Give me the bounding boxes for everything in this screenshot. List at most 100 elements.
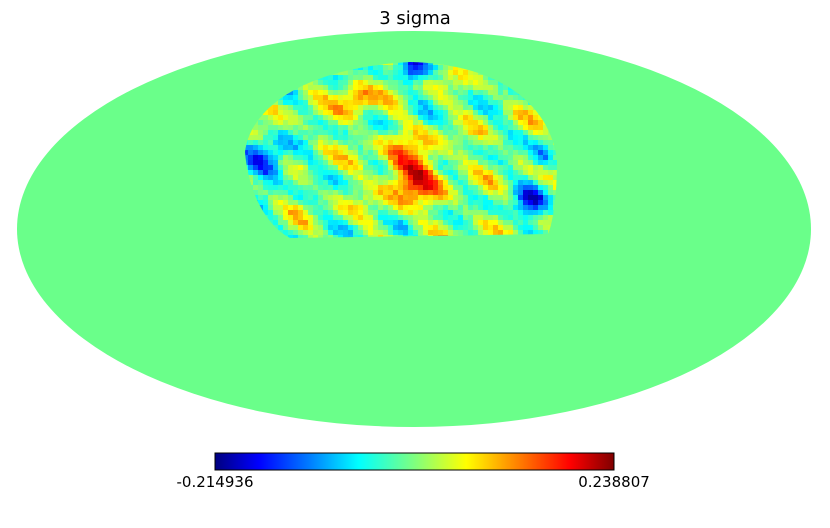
pixel (348, 90, 354, 96)
pixel (473, 160, 479, 166)
pixel (458, 75, 464, 81)
pixel (483, 225, 489, 231)
pixel (518, 180, 524, 186)
pixel (338, 155, 344, 161)
pixel (458, 135, 464, 141)
pixel (488, 125, 494, 131)
pixel (448, 160, 454, 166)
pixel (403, 185, 409, 191)
pixel (543, 190, 549, 196)
pixel (418, 115, 424, 121)
pixel (358, 210, 364, 216)
pixel (353, 70, 359, 76)
pixel (343, 180, 349, 186)
pixel (393, 140, 399, 146)
pixel (483, 205, 489, 211)
pixel (258, 170, 264, 176)
pixel (398, 190, 404, 196)
pixel (498, 205, 504, 211)
pixel (463, 115, 469, 121)
pixel (518, 105, 524, 111)
pixel (513, 210, 519, 216)
pixel (548, 160, 554, 166)
pixel (533, 160, 539, 166)
pixel (368, 165, 374, 171)
pixel (428, 160, 434, 166)
pixel (273, 105, 279, 111)
pixel (468, 145, 474, 151)
pixel (488, 190, 494, 196)
pixel (553, 150, 557, 156)
pixel (308, 180, 314, 186)
pixel (348, 200, 354, 206)
pixel (493, 190, 499, 196)
pixel (368, 100, 374, 106)
pixel (503, 135, 509, 141)
pixel (433, 215, 439, 221)
pixel (358, 185, 364, 191)
pixel (423, 200, 429, 206)
pixel (333, 210, 339, 216)
pixel (498, 95, 504, 101)
pixel (513, 170, 519, 176)
pixel (473, 85, 479, 91)
pixel (518, 160, 524, 166)
pixel (478, 190, 484, 196)
pixel (408, 160, 414, 166)
pixel (483, 140, 489, 146)
pixel (368, 175, 374, 181)
pixel (463, 180, 469, 186)
pixel (353, 130, 359, 136)
pixel (413, 130, 419, 136)
pixel (288, 200, 294, 206)
pixel (398, 220, 404, 226)
pixel (358, 175, 364, 181)
pixel (448, 120, 454, 126)
pixel (478, 170, 484, 176)
pixel (363, 175, 369, 181)
pixel (408, 210, 414, 216)
pixel (533, 210, 539, 216)
pixel (373, 215, 379, 221)
pixel (353, 125, 359, 131)
pixel (293, 115, 299, 121)
pixel (538, 125, 544, 131)
pixel (288, 95, 294, 101)
pixel (463, 225, 469, 231)
pixel (363, 190, 369, 196)
pixel (308, 195, 314, 201)
pixel (323, 145, 329, 151)
pixel (353, 190, 359, 196)
pixel (298, 140, 304, 146)
pixel (328, 205, 334, 211)
pixel (523, 170, 529, 176)
pixel (488, 90, 494, 96)
pixel (298, 115, 304, 121)
pixel (363, 110, 369, 116)
pixel (323, 180, 329, 186)
pixel (348, 150, 354, 156)
pixel (428, 175, 434, 181)
pixel (368, 155, 374, 161)
pixel (383, 165, 389, 171)
pixel (308, 170, 314, 176)
pixel (463, 120, 469, 126)
pixel (248, 180, 254, 186)
pixel (358, 150, 364, 156)
pixel (473, 210, 479, 216)
pixel (308, 175, 314, 181)
pixel (253, 160, 259, 166)
pixel (518, 195, 524, 201)
pixel (263, 120, 269, 126)
pixel (363, 150, 369, 156)
pixel (373, 160, 379, 166)
pixel (453, 230, 459, 236)
pixel (298, 150, 304, 156)
pixel (408, 62, 414, 66)
pixel (478, 175, 484, 181)
pixel (408, 105, 414, 111)
pixel (483, 170, 489, 176)
pixel (523, 210, 529, 216)
pixel (473, 105, 479, 111)
pixel (278, 190, 284, 196)
